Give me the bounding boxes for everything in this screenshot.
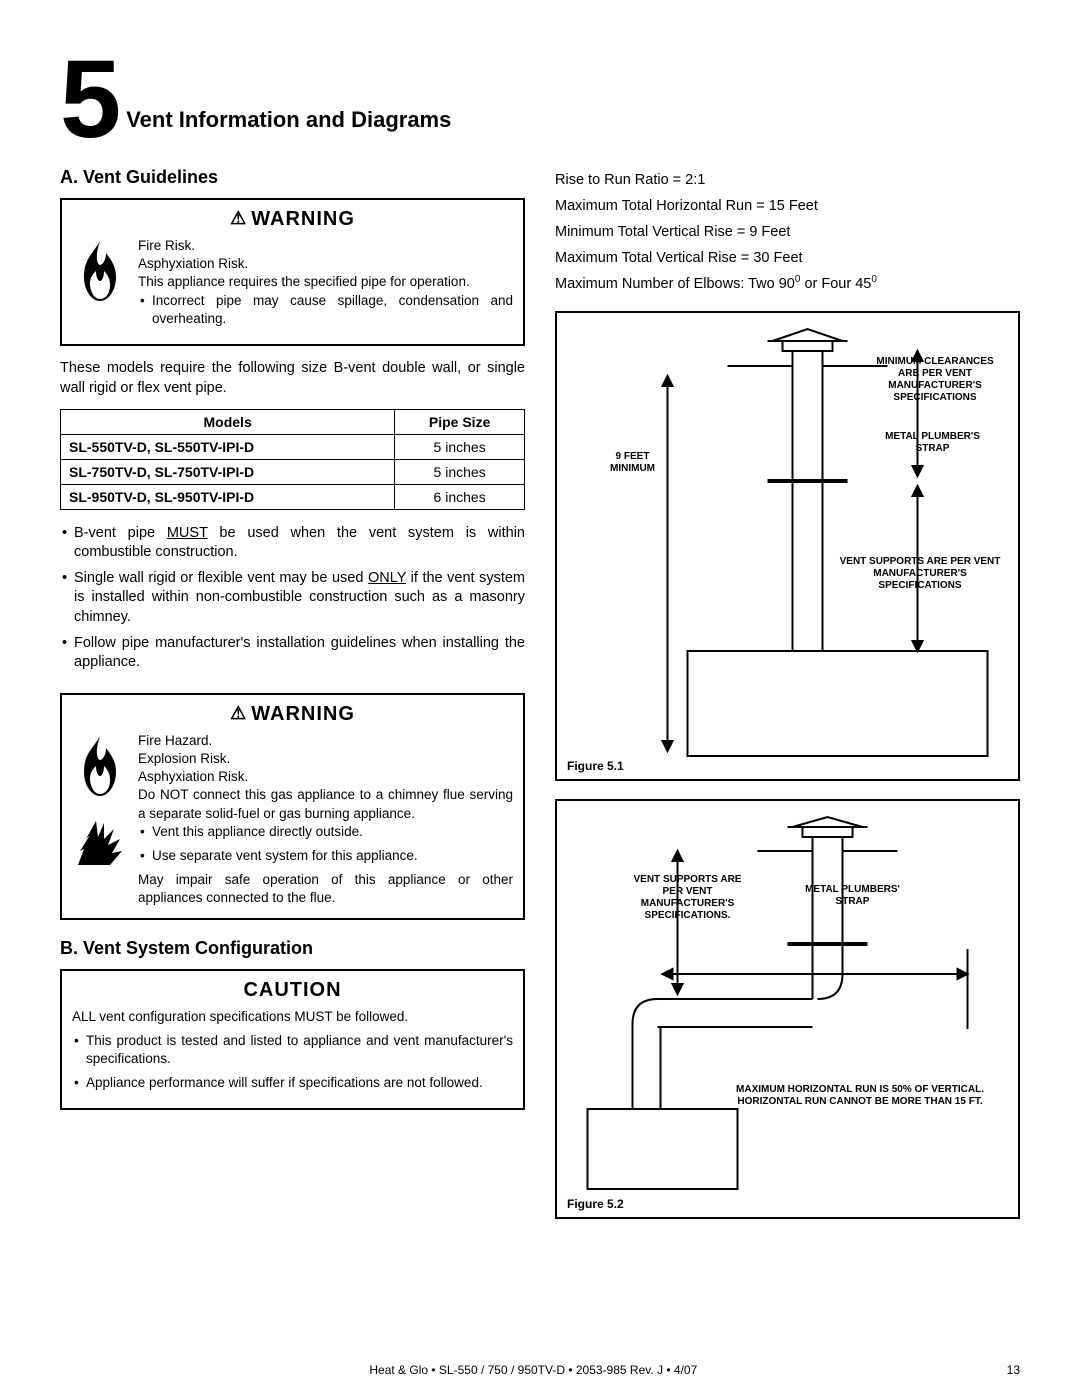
warning-triangle-icon: ⚠ — [230, 703, 247, 723]
spec-line: Maximum Total Vertical Rise = 30 Feet — [555, 245, 1020, 271]
warning-2-bullet-1: Use separate vent system for this applia… — [152, 847, 513, 865]
table-cell: SL-750TV-D, SL-750TV-IPI-D — [61, 459, 395, 484]
warning-1-title: ⚠WARNING — [72, 208, 513, 231]
warning-2-title-text: WARNING — [251, 703, 355, 725]
guideline-bullet-0: B-vent pipe MUST be used when the vent s… — [74, 524, 525, 563]
warning-2-bullet-0: Vent this appliance directly outside. — [152, 823, 513, 841]
warning-1-title-text: WARNING — [251, 208, 355, 230]
warning-2-line-3: Do NOT connect this gas appliance to a c… — [138, 786, 513, 822]
fig1-label-supports: VENT SUPPORTS ARE PER VENT MANUFACTURER'… — [838, 556, 1003, 592]
fig2-label-supports: VENT SUPPORTS ARE PER VENT MANUFACTURER'… — [623, 874, 753, 922]
spec-line: Maximum Total Horizontal Run = 15 Feet — [555, 193, 1020, 219]
warning-1-bullet-0: Incorrect pipe may cause spillage, conde… — [152, 292, 513, 328]
figure-5-1: MINIMUM CLEARANCES ARE PER VENT MANUFACT… — [555, 311, 1020, 781]
pipe-size-table: Models Pipe Size SL-550TV-D, SL-550TV-IP… — [60, 409, 525, 510]
figure-5-1-label: Figure 5.1 — [567, 759, 624, 773]
table-cell: 5 inches — [395, 434, 525, 459]
warning-1-line-0: Fire Risk. — [138, 237, 513, 255]
table-header-pipesize: Pipe Size — [395, 409, 525, 434]
guideline-bullet-2: Follow pipe manufacturer's installation … — [74, 634, 525, 673]
spec-line: Minimum Total Vertical Rise = 9 Feet — [555, 219, 1020, 245]
warning-2-line-2: Asphyxiation Risk. — [138, 768, 513, 786]
warning-1-line-2: This appliance requires the specified pi… — [138, 273, 513, 291]
figure-5-2: VENT SUPPORTS ARE PER VENT MANUFACTURER'… — [555, 799, 1020, 1219]
figure-5-1-diagram: MINIMUM CLEARANCES ARE PER VENT MANUFACT… — [565, 321, 1010, 761]
guideline-bullet-1: Single wall rigid or flexible vent may b… — [74, 569, 525, 628]
chapter-title: Vent Information and Diagrams — [126, 107, 451, 133]
chapter-header: 5 Vent Information and Diagrams — [60, 50, 1020, 149]
table-cell: 5 inches — [395, 459, 525, 484]
caution-title: CAUTION — [72, 979, 513, 1002]
table-row: SL-950TV-D, SL-950TV-IPI-D6 inches — [61, 484, 525, 509]
table-row: Models Pipe Size — [61, 409, 525, 434]
caution-bullet-0: This product is tested and listed to app… — [86, 1032, 513, 1068]
table-cell: SL-550TV-D, SL-550TV-IPI-D — [61, 434, 395, 459]
warning-2-tail: May impair safe operation of this applia… — [138, 871, 513, 907]
warning-box-2: ⚠WARNING Fire Hazard. Explosion Risk. As… — [60, 693, 525, 920]
warning-box-1: ⚠WARNING Fire Risk. Asphyxiation Risk. T… — [60, 198, 525, 346]
warning-2-line-0: Fire Hazard. — [138, 732, 513, 750]
right-column: Rise to Run Ratio = 2:1 Maximum Total Ho… — [555, 167, 1020, 1237]
warning-1-line-1: Asphyxiation Risk. — [138, 255, 513, 273]
table-cell: SL-950TV-D, SL-950TV-IPI-D — [61, 484, 395, 509]
fig1-label-9ft: 9 FEET MINIMUM — [598, 451, 668, 475]
chapter-number: 5 — [60, 50, 116, 149]
figure-5-2-label: Figure 5.2 — [567, 1197, 624, 1211]
table-header-models: Models — [61, 409, 395, 434]
vent-specs: Rise to Run Ratio = 2:1 Maximum Total Ho… — [555, 167, 1020, 297]
warning-2-title: ⚠WARNING — [72, 703, 513, 726]
fig1-label-clearances: MINIMUM CLEARANCES ARE PER VENT MANUFACT… — [868, 356, 1003, 404]
caution-bullet-1: Appliance performance will suffer if spe… — [86, 1074, 513, 1092]
fig1-label-strap: METAL PLUMBER'S STRAP — [868, 431, 998, 455]
explosion-icon — [72, 815, 128, 876]
fire-icon — [72, 732, 128, 807]
left-column: A. Vent Guidelines ⚠WARNING Fire Risk. A… — [60, 167, 525, 1237]
fire-icon — [72, 237, 128, 312]
spec-line: Maximum Number of Elbows: Two 900 or Fou… — [555, 271, 1020, 297]
table-row: SL-750TV-D, SL-750TV-IPI-D5 inches — [61, 459, 525, 484]
table-cell: 6 inches — [395, 484, 525, 509]
caution-box: CAUTION ALL vent configuration specifica… — [60, 969, 525, 1111]
intro-para: These models require the following size … — [60, 358, 525, 399]
footer-page-number: 13 — [1007, 1363, 1020, 1377]
footer-center: Heat & Glo • SL-550 / 750 / 950TV-D • 20… — [60, 1363, 1007, 1377]
section-b-heading: B. Vent System Conﬁguration — [60, 938, 525, 959]
table-row: SL-550TV-D, SL-550TV-IPI-D5 inches — [61, 434, 525, 459]
warning-triangle-icon: ⚠ — [230, 208, 247, 228]
warning-2-line-1: Explosion Risk. — [138, 750, 513, 768]
section-a-heading: A. Vent Guidelines — [60, 167, 525, 188]
spec-line: Rise to Run Ratio = 2:1 — [555, 167, 1020, 193]
fig2-label-strap: METAL PLUMBERS' STRAP — [793, 884, 913, 908]
caution-lead: ALL vent configuration specifications MU… — [72, 1008, 513, 1026]
page-footer: Heat & Glo • SL-550 / 750 / 950TV-D • 20… — [60, 1363, 1020, 1377]
figure-5-2-diagram: VENT SUPPORTS ARE PER VENT MANUFACTURER'… — [565, 809, 1010, 1204]
fig2-label-horiz: MAXIMUM HORIZONTAL RUN IS 50% OF VERTICA… — [733, 1084, 988, 1108]
